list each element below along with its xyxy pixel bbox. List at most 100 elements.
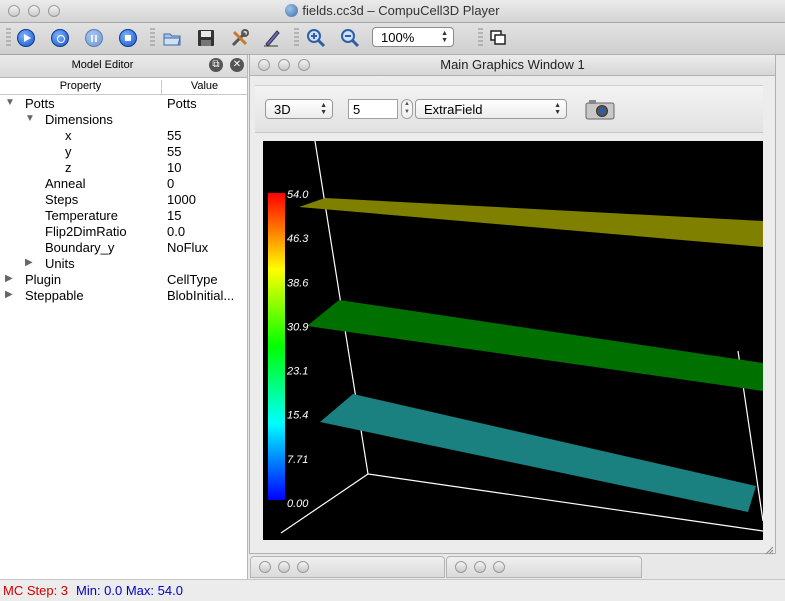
field-plane-mid: [307, 300, 763, 391]
close-window-button[interactable]: [8, 5, 20, 17]
tree-value-label: CellType: [167, 272, 218, 287]
toolbar-grip[interactable]: [478, 28, 483, 48]
column-header-property[interactable]: Property: [0, 80, 162, 94]
tree-value-label: 10: [167, 160, 182, 175]
colorbar-tick-label: 0.00: [287, 498, 309, 510]
colorbar-tick-label: 23.1: [286, 366, 308, 378]
minimize-window-button[interactable]: [28, 5, 40, 17]
tree-row[interactable]: ▶ Plugin CellType: [0, 272, 247, 288]
graphics-window: Main Graphics Window 1 3D ▲ ▼ 5 ▲ ▼ ExtraF…: [249, 54, 776, 555]
step-icon: [51, 29, 69, 47]
zoom-out-button[interactable]: [340, 28, 360, 48]
tree-row[interactable]: ▼ Dimensions: [0, 112, 247, 128]
tree-property-label: Dimensions: [45, 112, 113, 127]
tree-value-label: 55: [167, 128, 182, 143]
configure-button[interactable]: [230, 28, 250, 48]
field-plane-low: [320, 394, 756, 512]
chevron-updown-icon: ▲ ▼: [554, 102, 561, 116]
tree-row[interactable]: ▶ Steppable BlobInitial...: [0, 288, 247, 304]
graphics-zoom-button[interactable]: [298, 59, 310, 71]
colorbar-tick-label: 30.9: [287, 321, 308, 333]
tree-property-label: Anneal: [45, 176, 86, 191]
minimized-zoom-button[interactable]: [297, 561, 309, 573]
tree-row[interactable]: Steps 1000: [0, 192, 247, 208]
play-icon: [17, 29, 35, 47]
graphics-minimize-button[interactable]: [278, 59, 290, 71]
title-bar: fields.cc3d – CompuCell3D Player: [0, 0, 785, 23]
tree-value-label: Potts: [167, 96, 197, 111]
minimized-zoom-button[interactable]: [493, 561, 505, 573]
zoom-in-button[interactable]: [306, 28, 326, 48]
tree-row[interactable]: Flip2DimRatio 0.0: [0, 224, 247, 240]
pause-button[interactable]: [84, 28, 104, 48]
field-value: ExtraField: [424, 102, 483, 117]
column-header-value[interactable]: Value: [190, 80, 219, 92]
float-panel-button[interactable]: ⧉: [209, 58, 223, 72]
toolbar-grip[interactable]: [294, 28, 299, 48]
tree-property-label: Temperature: [45, 208, 118, 223]
tree-property-label: Units: [45, 256, 75, 271]
run-button[interactable]: [16, 28, 36, 48]
tree-row[interactable]: Anneal 0: [0, 176, 247, 192]
tree-property-label: Potts: [25, 96, 55, 111]
zoom-select[interactable]: 100% ▲ ▼: [372, 27, 454, 47]
step-button[interactable]: [50, 28, 70, 48]
camera-icon: [585, 100, 615, 120]
stop-button[interactable]: [118, 28, 138, 48]
screenshot-button[interactable]: [585, 98, 615, 120]
tree-row[interactable]: x 55: [0, 128, 247, 144]
view-mode-select[interactable]: 3D ▲ ▼: [265, 99, 333, 119]
minimized-minimize-button[interactable]: [278, 561, 290, 573]
open-button[interactable]: [162, 28, 182, 48]
field-select[interactable]: ExtraField ▲ ▼: [415, 99, 567, 119]
tree-row[interactable]: ▶ Units: [0, 256, 247, 272]
model-editor-panel: Model Editor ⧉ ✕ Property Value ▼ Potts Po…: [0, 55, 248, 579]
zoom-window-button[interactable]: [48, 5, 60, 17]
triangle-right-icon[interactable]: ▶: [5, 273, 13, 284]
field-plane-top: [299, 198, 763, 247]
slice-input[interactable]: 5: [348, 99, 398, 119]
save-button[interactable]: [196, 28, 216, 48]
tree-value-label: BlobInitial...: [167, 288, 235, 303]
windows-button[interactable]: [488, 28, 508, 48]
triangle-down-icon[interactable]: ▼: [5, 97, 15, 108]
tools-icon: [231, 29, 249, 47]
minimized-minimize-button[interactable]: [474, 561, 486, 573]
tree-row[interactable]: ▼ Potts Potts: [0, 96, 247, 112]
zoom-out-icon: [341, 29, 360, 48]
pause-icon: [85, 29, 103, 47]
slice-stepper[interactable]: ▲ ▼: [401, 99, 413, 119]
field-render: 54.0 46.3 38.6 30.9 23.1 15.4 7.71 0.00: [268, 141, 763, 534]
triangle-right-icon[interactable]: ▶: [5, 289, 13, 300]
3d-viewport[interactable]: 54.0 46.3 38.6 30.9 23.1 15.4 7.71 0.00: [263, 141, 763, 540]
toolbar-grip[interactable]: [150, 28, 155, 48]
view-mode-value: 3D: [274, 102, 291, 117]
close-panel-button[interactable]: ✕: [230, 58, 244, 72]
graphics-toolbar: 3D ▲ ▼ 5 ▲ ▼ ExtraField ▲ ▼: [255, 85, 763, 133]
graphics-title: Main Graphics Window 1: [440, 57, 585, 72]
tree-row[interactable]: y 55: [0, 144, 247, 160]
folder-icon: [163, 33, 181, 46]
tree-value-label: 55: [167, 144, 182, 159]
tree-row[interactable]: Temperature 15: [0, 208, 247, 224]
minimized-window-2[interactable]: [446, 556, 642, 578]
triangle-down-icon[interactable]: ▼: [25, 113, 35, 124]
toolbar-grip[interactable]: [6, 28, 11, 48]
tree-property-label: Boundary_y: [45, 240, 115, 255]
graphics-close-button[interactable]: [258, 59, 270, 71]
minimized-window-1[interactable]: [250, 556, 445, 578]
tree-row[interactable]: Boundary_y NoFlux: [0, 240, 247, 256]
minimized-close-button[interactable]: [259, 561, 271, 573]
colorbar-tick-label: 46.3: [287, 233, 309, 245]
triangle-right-icon[interactable]: ▶: [25, 257, 33, 268]
stop-icon: [119, 29, 137, 47]
tree-value-label: 1000: [167, 192, 196, 207]
colorbar-tick-label: 7.71: [287, 454, 308, 466]
edit-button[interactable]: [262, 28, 282, 48]
model-editor-title: Model Editor: [71, 59, 134, 71]
resize-grip[interactable]: [765, 543, 774, 555]
minimized-close-button[interactable]: [455, 561, 467, 573]
tree-property-label: Flip2DimRatio: [45, 224, 127, 239]
pencil-icon: [264, 30, 280, 47]
tree-row[interactable]: z 10: [0, 160, 247, 176]
